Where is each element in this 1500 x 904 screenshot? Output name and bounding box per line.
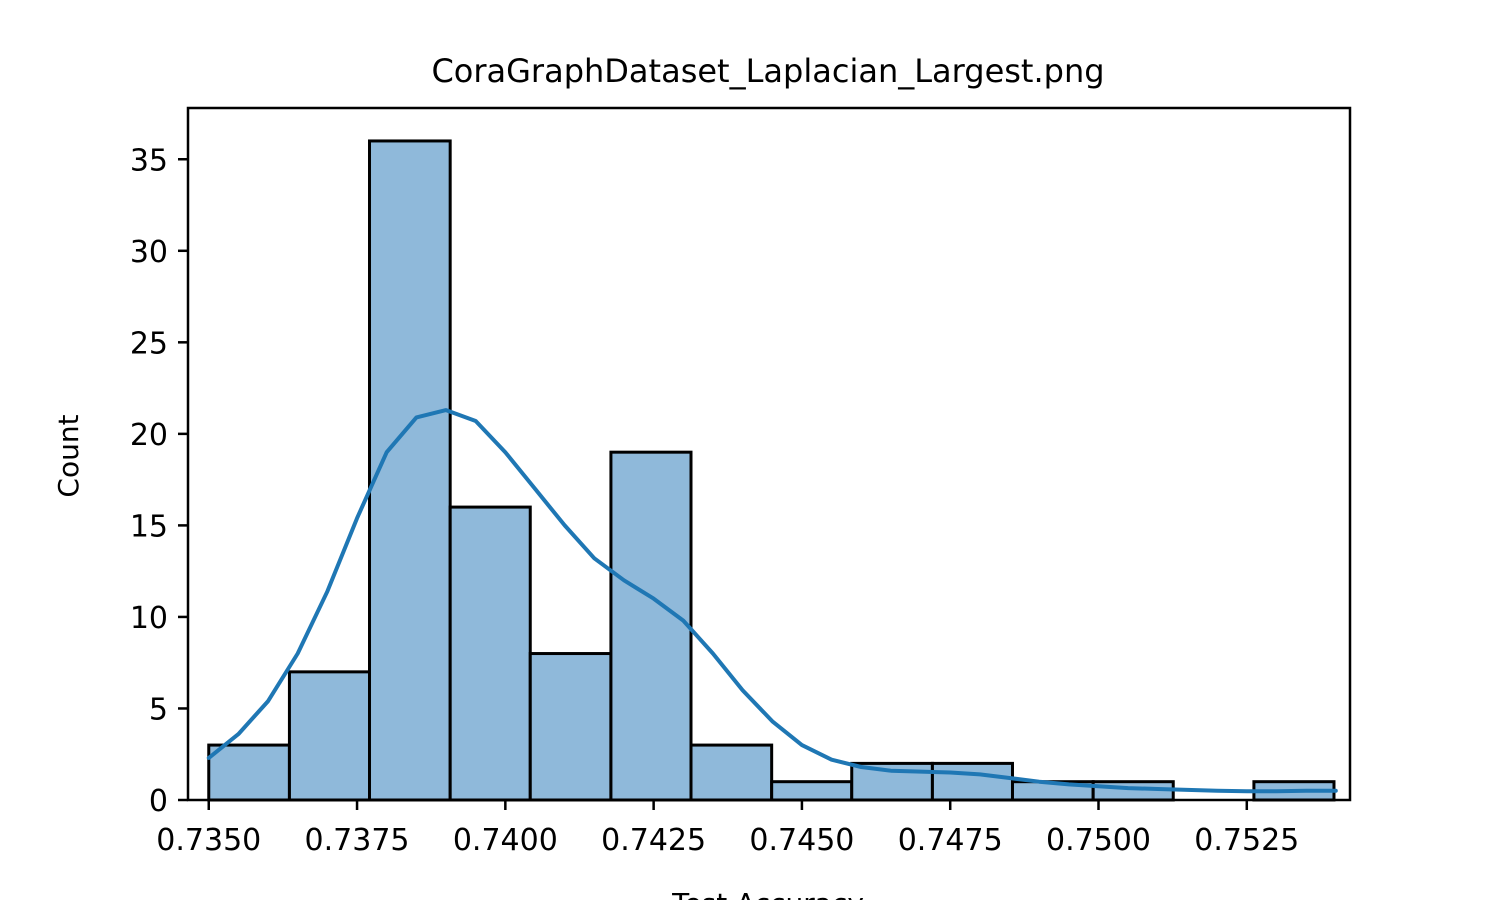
y-tick-label: 15 xyxy=(130,509,168,544)
histogram-bar-1 xyxy=(287,670,372,802)
histogram-bar-0 xyxy=(207,743,291,802)
y-tick-label: 30 xyxy=(130,235,168,270)
y-axis: 0 5 10 15 20 25 30 35 xyxy=(130,143,188,819)
chart-title: CoraGraphDataset_Laplacian_Largest.png xyxy=(431,52,1104,90)
y-tick-label: 25 xyxy=(130,326,168,361)
x-tick-label: 0.7475 xyxy=(898,823,1003,858)
histogram-bar-2 xyxy=(368,139,452,802)
y-tick-label: 10 xyxy=(130,601,168,636)
x-axis: 0.7350 0.7375 0.7400 0.7425 0.7450 0.7475 0.75… xyxy=(156,800,1299,858)
bars-layer xyxy=(207,139,1336,802)
x-tick-label: 0.7450 xyxy=(749,823,854,858)
histogram-bar-5 xyxy=(609,450,693,802)
x-tick-label: 0.7500 xyxy=(1046,823,1151,858)
plot-frame xyxy=(186,106,1352,802)
histogram-bar-7 xyxy=(770,780,854,802)
x-tick-label: 0.7400 xyxy=(453,823,558,858)
histogram-bar-4 xyxy=(528,652,613,802)
y-tick-label: 5 xyxy=(149,692,168,727)
x-tick-label: 0.7375 xyxy=(305,823,410,858)
y-tick-label: 35 xyxy=(130,143,168,178)
histogram-bar-3 xyxy=(448,505,532,802)
histogram-bar-9 xyxy=(930,761,1014,802)
x-tick-label: 0.7350 xyxy=(156,823,261,858)
x-axis-label: Test Accuracy xyxy=(671,887,864,900)
histogram-bar-6 xyxy=(689,743,774,802)
y-axis-label: Count xyxy=(52,414,85,497)
x-tick-label: 0.7425 xyxy=(601,823,706,858)
y-tick-label: 0 xyxy=(149,784,168,819)
kde-line xyxy=(206,408,1338,794)
y-tick-label: 20 xyxy=(130,418,168,453)
x-tick-label: 0.7525 xyxy=(1194,823,1299,858)
